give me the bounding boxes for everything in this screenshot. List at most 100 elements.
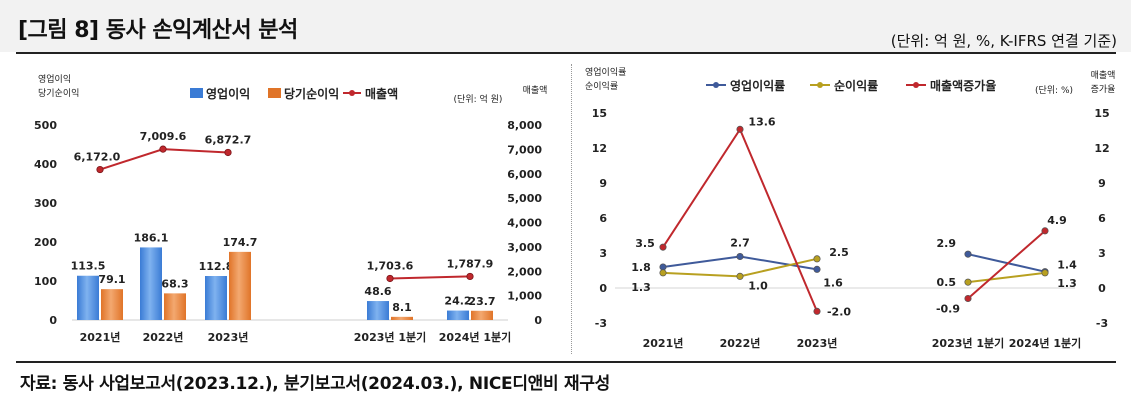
series-point [659,269,667,277]
legend-label: 영업이익 [206,86,250,101]
y-right-tick-label: 8,000 [507,119,542,132]
line-data-label: 4.9 [1047,214,1067,227]
point-revenue [224,148,232,157]
line-data-label: 2.5 [829,246,849,259]
bar-net-income [229,251,251,320]
line-data-label: 2.9 [937,237,957,250]
legend-label: 당기순이익 [284,86,339,101]
line-data-label: 13.6 [748,115,775,128]
bar-data-label: 186.1 [134,231,169,244]
bar-net-income [101,289,123,320]
y-right-tick-label: 7,000 [507,143,542,156]
page-title: [그림 8] 동사 손익계산서 분석 [18,18,298,43]
left-axis-label: 당기순이익 [38,87,79,99]
y-right-tick-label: 3,000 [507,241,542,254]
left-axis-label: 순이익률 [585,80,618,92]
y-right-tick-label: 0 [534,314,542,327]
line-data-label: 1.8 [631,261,651,274]
series-point [964,278,972,286]
point-revenue [466,272,474,281]
unit-note: (단위: 억 원, %, K-IFRS 연결 기준) [890,32,1117,50]
x-tick-label: 2022년 [143,330,184,344]
series-line [662,127,818,312]
bar-operating-profit [447,310,469,320]
line-data-label: -2.0 [827,305,851,318]
legend-label: 영업이익률 [730,78,785,93]
y-right-tick-label: 4,000 [507,217,542,230]
legend-label: 매출액 [365,86,398,101]
y-right-tick-label: 0 [1098,282,1106,295]
series-point [1041,227,1049,235]
y-left-tick-label: 12 [592,142,607,155]
line-revenue [389,275,471,280]
bar-data-label: 174.7 [223,236,258,249]
y-right-tick-label: 9 [1098,177,1106,190]
y-right-tick-label: 6,000 [507,168,542,181]
legend-marker [913,82,919,88]
y-right-tick-label: 6 [1098,212,1106,225]
series-point [813,255,821,263]
line-data-label: 1.3 [631,281,651,294]
x-tick-label: 2024년 1분기 [439,330,511,344]
series-point [964,294,972,303]
left-axis-label: 영업이익 [38,73,71,85]
unit-label: (단위: %) [1035,85,1073,96]
y-right-tick-label: 1,000 [507,290,542,303]
left-axis-label: 영업이익률 [585,66,626,78]
right-axis-label: 증가율 [1091,84,1116,95]
line-data-label: 6,872.7 [205,133,252,146]
point-revenue [159,145,167,153]
line-data-label: 1,703.6 [367,259,414,272]
x-tick-label: 2023년 1분기 [932,336,1004,350]
y-left-tick-label: 15 [592,107,607,120]
series-line [967,253,1046,273]
line-data-label: 3.5 [635,237,655,250]
source-note: 자료: 동사 사업보고서(2023.12.), 분기보고서(2024.03.),… [20,374,611,394]
x-tick-label: 2022년 [720,336,761,350]
x-tick-label: 2023년 1분기 [354,330,426,344]
bar-data-label: 24.2 [444,295,471,308]
bar-operating-profit [77,275,99,320]
line-data-label: 1.4 [1057,259,1077,272]
series-point [736,125,744,133]
series-line [967,271,1046,284]
series-line [967,230,1046,300]
legend-marker [349,90,355,96]
x-tick-label: 2023년 [797,336,838,350]
legend-marker [713,82,719,88]
line-data-label: 6,172.0 [74,151,121,164]
bar-net-income [471,310,493,320]
legend-label: 매출액증가율 [930,78,996,93]
bar-data-label: 68.3 [161,277,188,290]
y-right-tick-label: 3 [1098,247,1106,260]
y-left-tick-label: 200 [34,236,57,249]
legend-label: 순이익률 [834,78,878,93]
point-revenue [96,165,104,174]
line-data-label: -0.9 [936,303,960,316]
line-data-label: 1.0 [748,279,768,292]
x-tick-label: 2023년 [208,330,249,344]
right-axis-label: 매출액 [523,84,548,96]
bar-data-label: 23.7 [468,295,495,308]
legend-marker [817,82,823,88]
y-left-tick-label: 300 [34,197,57,210]
y-right-tick-label: -3 [1096,317,1108,330]
y-left-tick-label: 6 [599,212,607,225]
bar-data-label: 79.1 [98,273,125,286]
x-tick-label: 2024년 1분기 [1009,336,1081,350]
series-point [736,252,744,261]
line-data-label: 2.7 [730,237,750,250]
y-left-tick-label: 0 [49,314,57,327]
bar-data-label: 8.1 [392,301,412,314]
bar-operating-profit [367,301,389,320]
y-right-tick-label: 2,000 [507,265,542,278]
y-left-tick-label: -3 [595,317,607,330]
chart-divider [571,64,572,354]
y-left-tick-label: 100 [34,275,57,288]
bar-data-label: 48.6 [364,285,391,298]
top-rule [16,52,1116,54]
line-data-label: 0.5 [937,276,957,289]
y-left-tick-label: 500 [34,119,57,132]
y-left-tick-label: 400 [34,158,57,171]
